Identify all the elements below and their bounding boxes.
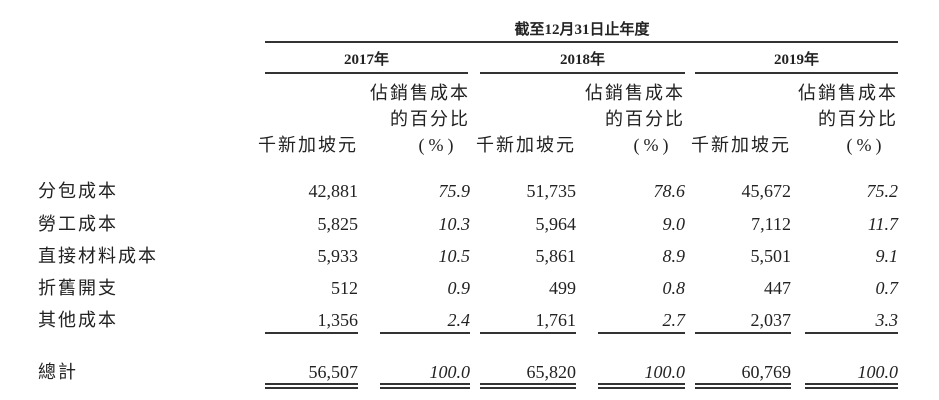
total-cell: 65,820: [526, 362, 577, 382]
row-label: 勞工成本: [38, 214, 118, 234]
cell: 8.9: [662, 246, 686, 266]
rule: [480, 383, 576, 385]
cell: 1,761: [535, 310, 577, 330]
rule: [598, 332, 685, 334]
cell: 3.3: [875, 310, 899, 330]
percent-label: (%): [846, 135, 886, 155]
rule: [265, 72, 468, 74]
rule: [695, 383, 791, 385]
total-cell: 100.0: [644, 362, 686, 382]
cell: 78.6: [653, 181, 686, 201]
cell: 0.8: [662, 278, 686, 298]
cell: 2,037: [750, 310, 792, 330]
rule: [598, 383, 685, 385]
cell: 0.9: [447, 278, 471, 298]
percent-label: 佔銷售成本: [585, 83, 685, 103]
percent-label: (%): [633, 135, 673, 155]
cell: 499: [549, 278, 576, 298]
percent-label: 佔銷售成本: [798, 83, 898, 103]
year-label: 2017年: [343, 52, 390, 68]
rule: [380, 387, 470, 389]
cell: 75.2: [866, 181, 899, 201]
cell: 45,672: [741, 181, 792, 201]
total-cell: 56,507: [308, 362, 359, 382]
unit-label: 千新加坡元: [258, 135, 358, 155]
row-label: 折舊開支: [38, 278, 118, 298]
rule: [805, 387, 898, 389]
cell: 51,735: [526, 181, 577, 201]
rule: [805, 383, 898, 385]
cell: 5,933: [317, 246, 359, 266]
percent-label: (%): [418, 135, 458, 155]
rule: [265, 383, 358, 385]
unit-label: 千新加坡元: [691, 135, 791, 155]
cell: 0.7: [875, 278, 899, 298]
unit-label: 千新加坡元: [476, 135, 576, 155]
total-cell: 100.0: [429, 362, 471, 382]
percent-label: 的百分比: [605, 109, 685, 129]
total-cell: 100.0: [857, 362, 899, 382]
percent-label: 的百分比: [818, 109, 898, 129]
cell: 11.7: [867, 214, 898, 234]
rule: [380, 383, 470, 385]
year-label: 2018年: [559, 52, 606, 68]
rule: [695, 332, 791, 334]
year-label: 2019年: [773, 52, 820, 68]
rule: [380, 332, 470, 334]
cell: 5,964: [535, 214, 577, 234]
row-label: 分包成本: [38, 181, 118, 201]
cell: 1,356: [317, 310, 359, 330]
cell: 2.7: [662, 310, 686, 330]
cell: 10.3: [438, 214, 471, 234]
rule: [695, 387, 791, 389]
percent-label: 佔銷售成本: [370, 83, 470, 103]
row-label: 其他成本: [38, 310, 118, 330]
cell: 7,112: [751, 214, 791, 234]
cell: 2.4: [447, 310, 471, 330]
rule: [480, 387, 576, 389]
cell: 5,825: [317, 214, 359, 234]
percent-label: 的百分比: [390, 109, 470, 129]
cell: 9.1: [875, 246, 899, 266]
cell: 447: [764, 278, 791, 298]
row-label: 直接材料成本: [38, 246, 158, 266]
cell: 5,861: [535, 246, 577, 266]
total-label: 總計: [38, 362, 78, 382]
cell: 9.0: [662, 214, 686, 234]
cell: 10.5: [438, 246, 471, 266]
total-cell: 60,769: [741, 362, 792, 382]
rule: [265, 332, 358, 334]
period-title: 截至12月31日止年度: [514, 22, 650, 38]
cell: 75.9: [438, 181, 471, 201]
rule: [805, 332, 898, 334]
rule: [598, 387, 685, 389]
cell: 42,881: [308, 181, 359, 201]
rule: [265, 41, 898, 43]
cell: 512: [331, 278, 358, 298]
rule: [265, 387, 358, 389]
rule: [480, 332, 576, 334]
cell: 5,501: [750, 246, 792, 266]
rule: [695, 72, 898, 74]
rule: [480, 72, 685, 74]
